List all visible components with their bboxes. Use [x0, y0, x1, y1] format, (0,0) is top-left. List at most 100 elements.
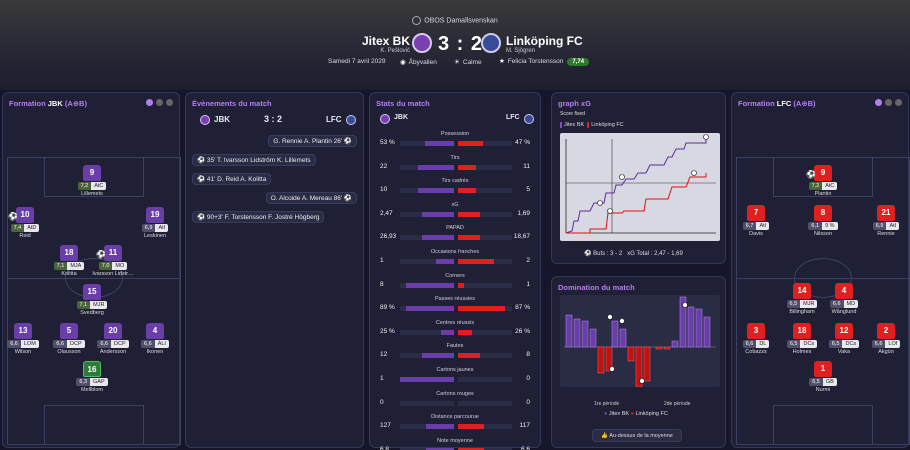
player-marker[interactable]: 5 6,6 DCP Olausson	[44, 323, 94, 355]
event-item[interactable]: ⚽ 35' T. Ivarsson Lidström K. Lillemets	[192, 154, 316, 166]
xg-chart	[560, 133, 720, 241]
shirt-icon: 13	[14, 323, 32, 339]
rating-value: 6,6	[742, 340, 757, 348]
shirt-icon: 8	[814, 205, 832, 221]
player-name: Nilsson	[813, 231, 833, 237]
position-label: LOf	[885, 340, 901, 348]
domination-panel: Domination du match 1re période 2de péri…	[551, 276, 726, 448]
stat-home-bar	[400, 447, 454, 450]
rating-value: 6,3	[76, 378, 91, 386]
player-rating: 6,6 MD	[829, 300, 859, 308]
stat-away-value: 18,67	[513, 233, 530, 241]
player-marker[interactable]: 21 6,9 AtI Rennie	[861, 205, 910, 237]
player-marker[interactable]: 10 ⚽ 7,4 AtD Reid	[0, 207, 50, 239]
player-marker[interactable]: 2 6,6 LOf Akgün	[861, 323, 910, 355]
position-label: ALI	[154, 340, 169, 348]
rating-value: 7,0	[98, 262, 113, 270]
player-rating: 6,6 ALI	[141, 340, 169, 348]
player-marker[interactable]: 8 6,1 9 % Nilsson	[798, 205, 848, 237]
stat-away-bar	[458, 141, 512, 146]
player-marker[interactable]: 19 6,9 AtI Leskinen	[130, 207, 180, 239]
stats-away: LFC	[506, 114, 520, 121]
player-name: Cobazzs	[745, 349, 767, 355]
shirt-icon: 18	[60, 245, 78, 261]
home-formation-pager[interactable]	[143, 99, 173, 108]
event-item[interactable]: ⚽ 90+3' F. Torstensson F. Jostré Högberg	[192, 211, 325, 223]
stat-home-bar	[400, 377, 454, 382]
away-formation-panel: Formation LFC (A⊕B) 9 ⚽ 7,2 AtC Plantin 7 6,7 A…	[731, 92, 910, 448]
goal-ball-icon: ⚽	[8, 212, 18, 221]
xg-goals: Buts : 3 - 2	[593, 251, 623, 257]
away-team-name[interactable]: Linköping FC	[506, 34, 583, 48]
player-marker[interactable]: 11 ⚽ 7,0 MO Ivarsson Lidstr…	[88, 245, 138, 277]
match-date: Samedi 7 avril 2029	[328, 58, 386, 65]
player-marker[interactable]: 20 6,6 DCP Andersson	[88, 323, 138, 355]
position-label: MD	[843, 300, 859, 308]
away-crest-icon	[524, 114, 534, 124]
player-marker[interactable]: 14 6,5 MJR Billingham	[777, 283, 827, 315]
stat-away-bar	[458, 353, 512, 359]
event-item[interactable]: G. Rennie A. Plantin 26' ⚽	[268, 135, 357, 147]
player-marker[interactable]: 7 6,7 AtI Davis	[731, 205, 781, 237]
stat-label: Distance parcourue	[431, 414, 479, 421]
player-marker[interactable]: 18 7,1 MJA Kolitta	[44, 245, 94, 277]
away-formation-title: Formation LFC (A⊕B)	[738, 99, 816, 108]
player-marker[interactable]: 1 6,5 GB Nurmi	[798, 361, 848, 393]
stat-away-bar	[458, 377, 512, 382]
stat-away-value: 0	[526, 375, 530, 382]
stat-label: Fautes	[446, 343, 464, 350]
player-marker[interactable]: 3 6,6 DL Cobazzs	[731, 323, 781, 355]
sun-icon: ☀	[454, 59, 460, 66]
player-marker[interactable]: 9 7,2 AtC Lillemets	[67, 165, 117, 197]
player-marker[interactable]: 15 7,1 MJR Svedberg	[67, 284, 117, 316]
player-name: Mellblom	[80, 387, 103, 393]
player-rating: 6,9 AtI	[141, 224, 169, 232]
away-formation-pager[interactable]	[872, 99, 902, 108]
event-item[interactable]: ⚽ 41' D. Reid A. Kolitta	[192, 173, 272, 185]
player-rating: 6,6 DCP	[53, 340, 85, 348]
player-of-match[interactable]: ★ Felicia Torstensson 7,74	[499, 57, 590, 66]
player-marker[interactable]: 4 6,6 ALI Ikonen	[130, 323, 180, 355]
rating-value: 6,9	[141, 224, 156, 232]
xg-panel: graph xG Score fixed Jitex BK Linköping …	[551, 92, 726, 264]
player-marker[interactable]: 13 6,6 LOM Wilson	[0, 323, 48, 355]
stat-home-bar	[400, 424, 454, 430]
above-average-button[interactable]: 👍 Au-dessus de la moyenne	[592, 429, 682, 442]
second-half-label: 2de période	[664, 401, 691, 407]
player-rating: 7,2 AtC	[808, 182, 838, 190]
player-name: Rennie	[877, 231, 895, 237]
stat-away-bar	[458, 211, 512, 217]
shirt-icon: 10 ⚽	[8, 207, 34, 223]
stat-away-value: 47 %	[515, 139, 530, 146]
shirt-icon: 19	[146, 207, 164, 223]
stat-label: Possession	[440, 131, 470, 137]
position-label: AtD	[24, 224, 40, 232]
rating-value: 7,1	[53, 262, 68, 270]
player-name: Vaka	[837, 349, 851, 355]
shirt-icon: 16	[83, 361, 101, 377]
player-rating: 6,6 LOf	[871, 340, 901, 348]
player-marker[interactable]: 16 6,3 GAP Mellblom	[67, 361, 117, 393]
stat-home-value: 6,8	[380, 445, 390, 450]
position-label: AtC	[91, 182, 107, 190]
player-marker[interactable]: 4 6,6 MD Wånglund	[819, 283, 869, 315]
shirt-icon: 4	[835, 283, 853, 299]
stat-away-value: 26 %	[515, 327, 530, 335]
position-label: AtI	[756, 222, 770, 230]
stat-away-value: 117	[519, 422, 530, 430]
home-team-name[interactable]: Jitex BK	[361, 34, 410, 48]
position-label: MO	[112, 262, 128, 270]
ball-icon: ⚽	[584, 251, 592, 257]
player-rating: 7,1 MJR	[76, 301, 108, 309]
player-marker[interactable]: 18 6,5 DCs Holmes	[777, 323, 827, 355]
event-item[interactable]: O. Alcoide A. Mereau 86' ⚽	[265, 192, 357, 204]
player-marker[interactable]: 9 ⚽ 7,2 AtC Plantin	[798, 165, 848, 197]
player-rating: 6,5 DCs	[828, 340, 860, 348]
stat-away-bar	[458, 447, 512, 450]
player-marker[interactable]: 12 6,5 DCs Vaka	[819, 323, 869, 355]
player-name: Akgün	[878, 349, 894, 355]
stat-away-bar	[458, 282, 512, 288]
stadium-label: Åbyvallen	[408, 59, 437, 66]
stats-home: JBK	[394, 114, 409, 121]
goal-ball-icon: ⚽	[806, 170, 816, 179]
